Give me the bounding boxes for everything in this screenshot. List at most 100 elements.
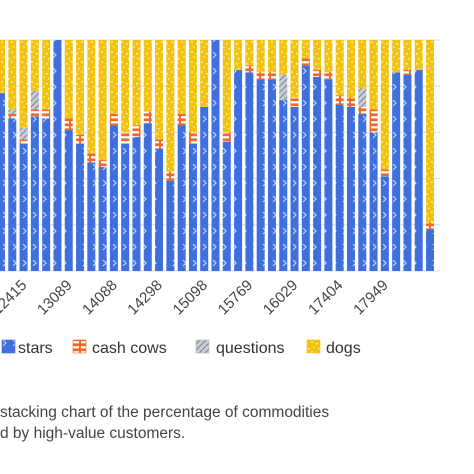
bar-segment-cash-cows	[301, 58, 310, 66]
bar-segment-cash-cows	[290, 97, 299, 107]
bar-segment-cash-cows	[109, 113, 118, 126]
bar-segment-cash-cows	[98, 160, 107, 168]
bar-segment-cash-cows	[324, 72, 333, 80]
bar-segment-questions	[8, 109, 17, 114]
bar-segment-cash-cows	[155, 139, 164, 149]
bar-segment-stars	[279, 100, 288, 271]
bar-segment-dogs	[301, 40, 310, 59]
bar-segment-dogs	[8, 40, 17, 110]
bar-segment-dogs	[414, 40, 423, 71]
bar-segment-questions	[19, 127, 28, 140]
bar-segment-stars	[256, 79, 265, 272]
bar-segment-dogs	[177, 40, 186, 114]
bar-segment-cash-cows	[369, 109, 378, 133]
x-tick-label: 14088	[79, 277, 121, 319]
legend: stars cash cows questions dogs	[1, 339, 361, 357]
caption-line-2: d by high-value customers.	[0, 425, 186, 442]
bar-segment-stars	[414, 70, 423, 271]
bar-segment-cash-cows	[166, 171, 175, 181]
bar-segment-stars	[76, 143, 85, 271]
bar-segment-dogs	[245, 40, 254, 66]
bar-segment-cash-cows	[267, 72, 276, 80]
bar-segment-stars	[369, 132, 378, 271]
bars	[0, 40, 435, 272]
bar-segment-stars	[313, 76, 322, 272]
figure-caption: stacking chart of the percentage of comm…	[0, 402, 474, 444]
bar-segment-stars	[166, 180, 175, 271]
bar-segment-stars	[30, 116, 39, 271]
bar-segment-dogs	[403, 40, 412, 71]
bar-segment-dogs	[143, 40, 152, 112]
bar-segment-dogs	[256, 40, 265, 73]
bar-segment-dogs	[155, 40, 164, 140]
bar-segment-cash-cows	[403, 70, 412, 75]
bar-segment-stars	[267, 79, 276, 272]
bar-segment-dogs	[98, 40, 107, 161]
legend-label: questions	[216, 340, 285, 357]
bar-segment-cash-cows	[245, 65, 254, 73]
bar-segment-stars	[301, 65, 310, 271]
x-tick-label: 13089	[34, 277, 76, 319]
bar-segment-stars	[245, 72, 254, 271]
legend-item-stars: stars	[1, 339, 53, 357]
bar-segment-cash-cows	[188, 132, 197, 144]
bar-segment-cash-cows	[76, 134, 85, 144]
bar-segment-questions	[358, 88, 367, 107]
bar-segment-cash-cows	[121, 132, 130, 144]
bar-segment-cash-cows	[426, 222, 435, 230]
caption-line-1: stacking chart of the percentage of comm…	[0, 404, 330, 421]
bar-segment-stars	[109, 125, 118, 271]
bar-segment-dogs	[76, 40, 85, 135]
bar-segment-stars	[324, 79, 333, 272]
bar-segment-stars	[358, 113, 367, 271]
bar-segment-dogs	[64, 40, 73, 119]
bar-segment-dogs	[200, 40, 209, 107]
bar-segment-cash-cows	[8, 113, 17, 119]
bar-segment-dogs	[121, 40, 130, 133]
bar-segment-stars	[64, 130, 73, 271]
bar-segment-dogs	[30, 40, 39, 91]
bar-segment-dogs	[234, 40, 243, 71]
bar-segment-stars	[392, 72, 401, 271]
bar-segment-dogs	[380, 40, 389, 170]
bar-segment-dogs	[313, 40, 322, 71]
bar-segment-stars	[335, 104, 344, 272]
bar-segment-stars	[155, 148, 164, 271]
bar-segment-cash-cows	[222, 132, 231, 142]
bar-segment-dogs	[279, 40, 288, 75]
x-tick-label: 17404	[305, 277, 347, 319]
bar-segment-stars	[121, 143, 130, 271]
x-tick-label: 15769	[215, 277, 257, 319]
legend-item-questions: questions	[195, 339, 285, 357]
bar-segment-stars	[403, 74, 412, 272]
bar-segment-stars	[290, 106, 299, 272]
bar-segment-dogs	[392, 40, 401, 73]
bar-segment-stars	[177, 125, 186, 271]
legend-label: cash cows	[92, 340, 167, 357]
bar-segment-stars	[346, 106, 355, 272]
bar-segment-dogs	[222, 40, 231, 133]
bar-segment-stars	[0, 93, 5, 271]
x-tick-labels: 12415 13089 14088 14298 15098 15769 16029 17404…	[0, 277, 392, 319]
legend-swatch	[195, 339, 210, 354]
bar-segment-stars	[53, 40, 62, 271]
bar-segment-stars	[143, 123, 152, 271]
bar-segment-cash-cows	[335, 95, 344, 105]
x-tick-label: 15098	[170, 277, 212, 319]
bar-segment-dogs	[335, 40, 344, 96]
bar-segment-cash-cows	[19, 139, 28, 144]
bar-segment-stars	[19, 143, 28, 271]
bar-segment-stars	[426, 229, 435, 271]
bar-segment-dogs	[87, 40, 96, 154]
bar-segment-dogs	[132, 40, 141, 126]
bar-segment-cash-cows	[346, 97, 355, 107]
bar-segment-cash-cows	[42, 109, 51, 119]
bar-segment-cash-cows	[380, 169, 389, 177]
bar-segment-cash-cows	[177, 113, 186, 126]
bar-segment-cash-cows	[30, 109, 39, 117]
legend-swatch	[1, 339, 16, 354]
bar-segment-cash-cows	[64, 118, 73, 131]
legend-label: dogs	[326, 340, 361, 357]
bar-segment-stars	[234, 70, 243, 271]
